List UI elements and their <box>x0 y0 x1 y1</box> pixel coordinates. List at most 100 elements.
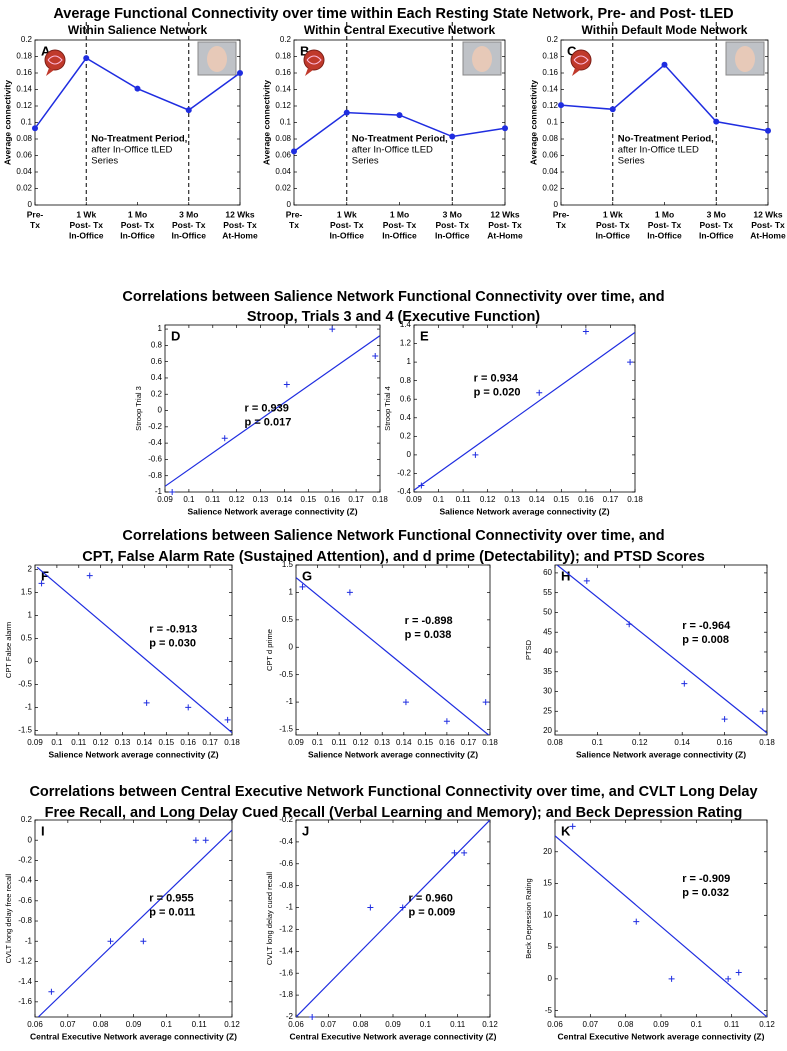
x-tick-label: 0.1 <box>312 738 324 747</box>
x-tick-label: 0.17 <box>461 738 477 747</box>
x-tick-label: 0.1 <box>161 1020 173 1029</box>
data-point <box>140 938 147 945</box>
x-tick-label: 0.13 <box>115 738 131 747</box>
data-point <box>583 577 590 584</box>
y-tick-label: 1 <box>407 357 412 366</box>
y-tick-label: -0.8 <box>279 881 293 890</box>
x-tick-label: 0.18 <box>482 738 498 747</box>
plot-frame <box>295 564 491 736</box>
x-tick-label: Post- Tx <box>69 220 103 230</box>
panel-letter: F <box>41 568 49 583</box>
head-photo-face <box>472 46 492 72</box>
y-tick-label: 0 <box>548 974 553 983</box>
stat-label: p = 0.011 <box>149 907 195 919</box>
data-point <box>765 127 771 134</box>
y-tick-label: 0.12 <box>275 101 291 110</box>
y-tick-label: 2 <box>28 565 33 574</box>
y-tick-label: 0.06 <box>275 151 291 160</box>
y-axis-label: CVLT long delay cued recall <box>265 872 274 965</box>
data-point <box>668 975 675 982</box>
x-tick-label: Post- Tx <box>648 220 682 230</box>
data-point <box>143 699 150 706</box>
data-point <box>169 489 176 495</box>
head-photo-face <box>735 46 755 72</box>
data-point <box>759 708 766 715</box>
y-axis-label: PTSD <box>524 639 533 660</box>
y-tick-label: 0.8 <box>400 376 412 385</box>
panel-scatter: -0.4 -0.2 0 0.2 0.4 0.6 0.8 1 1.2 1.4 Stroop Trial… <box>383 320 643 516</box>
data-point <box>237 70 243 76</box>
x-tick-label: Post- Tx <box>223 220 257 230</box>
y-tick-label: 0.08 <box>275 134 291 143</box>
annotation: after In-Office tLED <box>352 145 433 156</box>
y-tick-label: 0.14 <box>16 85 32 94</box>
stat-label: p = 0.009 <box>409 907 456 919</box>
y-tick-label: 15 <box>543 879 552 888</box>
y-tick-label: 0 <box>287 200 292 209</box>
y-axis-label: CPT d prime <box>265 629 274 671</box>
plot-frame <box>164 324 381 493</box>
x-axis-label: Salience Network average connectivity (Z… <box>576 749 746 759</box>
fit-line <box>296 577 490 735</box>
x-tick-label: 0.15 <box>554 495 570 504</box>
panel-letter: E <box>420 328 429 343</box>
stat-label: p = 0.008 <box>682 634 729 646</box>
panel-line: 0 0.02 0.04 0.06 0.08 0.1 0.12 0.14 0.16 0.18 0.2 A… <box>528 22 786 240</box>
brain-icon <box>570 49 592 71</box>
x-tick-label: 0.14 <box>396 738 412 747</box>
plot-frame <box>34 564 233 736</box>
y-tick-label: -0.4 <box>279 837 293 846</box>
brain-icon-detail <box>47 55 63 65</box>
x-tick-label: Pre- <box>286 209 303 219</box>
fit-line <box>296 820 490 1017</box>
x-tick-label: 0.09 <box>406 495 422 504</box>
x-tick-label: In-Office <box>596 230 631 240</box>
y-tick-label: 0.18 <box>542 52 558 61</box>
data-point <box>536 389 543 396</box>
x-tick-label: 0.11 <box>724 1020 740 1029</box>
y-tick-label: -0.2 <box>279 815 293 824</box>
x-tick-label: 0.17 <box>603 495 619 504</box>
stat-label: r = -0.964 <box>682 620 731 632</box>
x-tick-label: In-Office <box>69 230 104 240</box>
data-point <box>309 1014 316 1020</box>
data-point <box>735 969 742 976</box>
x-tick-label: In-Office <box>647 230 682 240</box>
x-tick-label: 0.18 <box>627 495 643 504</box>
y-tick-label: 0.08 <box>542 134 558 143</box>
y-tick-label: 5 <box>548 942 553 951</box>
y-axis-label: Beck Depression Rating <box>524 878 533 958</box>
y-axis-label: Stroop Trial 4 <box>383 386 392 431</box>
y-tick-label: -0.4 <box>148 438 162 447</box>
data-point <box>472 451 479 458</box>
x-tick-label: Post- Tx <box>596 220 630 230</box>
y-tick-label: 0.02 <box>16 184 32 193</box>
data-point <box>185 107 192 114</box>
x-tick-label: Pre- <box>553 209 570 219</box>
y-tick-label: 0.2 <box>280 35 292 44</box>
x-tick-label: 0.1 <box>433 495 445 504</box>
y-tick-label: 0.16 <box>542 68 558 77</box>
brain-icon-detail <box>306 55 322 65</box>
y-tick-label: 0.2 <box>547 35 559 44</box>
chart-title: Within Salience Network <box>68 23 208 37</box>
x-tick-label: Post- Tx <box>751 220 785 230</box>
data-point <box>38 580 45 587</box>
x-tick-label: 0.1 <box>691 1020 703 1029</box>
y-axis-label: CPT False alarm <box>4 622 13 678</box>
x-tick-label: 0.06 <box>547 1020 563 1029</box>
stat-label: r = 0.955 <box>149 893 193 905</box>
y-tick-label: 1.5 <box>21 588 33 597</box>
x-tick-label: 0.11 <box>332 738 348 747</box>
x-tick-label: In-Office <box>382 230 417 240</box>
data-point <box>721 716 728 723</box>
fit-line <box>414 331 635 491</box>
section-heading: Stroop, Trials 3 and 4 (Executive Functi… <box>247 309 540 325</box>
x-tick-label: 0.12 <box>353 738 369 747</box>
x-tick-label: 1 Mo <box>128 209 147 219</box>
x-axis-label: Salience Network average connectivity (Z… <box>439 506 609 516</box>
x-tick-label: 0.09 <box>385 1020 401 1029</box>
data-point <box>32 125 38 132</box>
data-point <box>396 112 403 119</box>
